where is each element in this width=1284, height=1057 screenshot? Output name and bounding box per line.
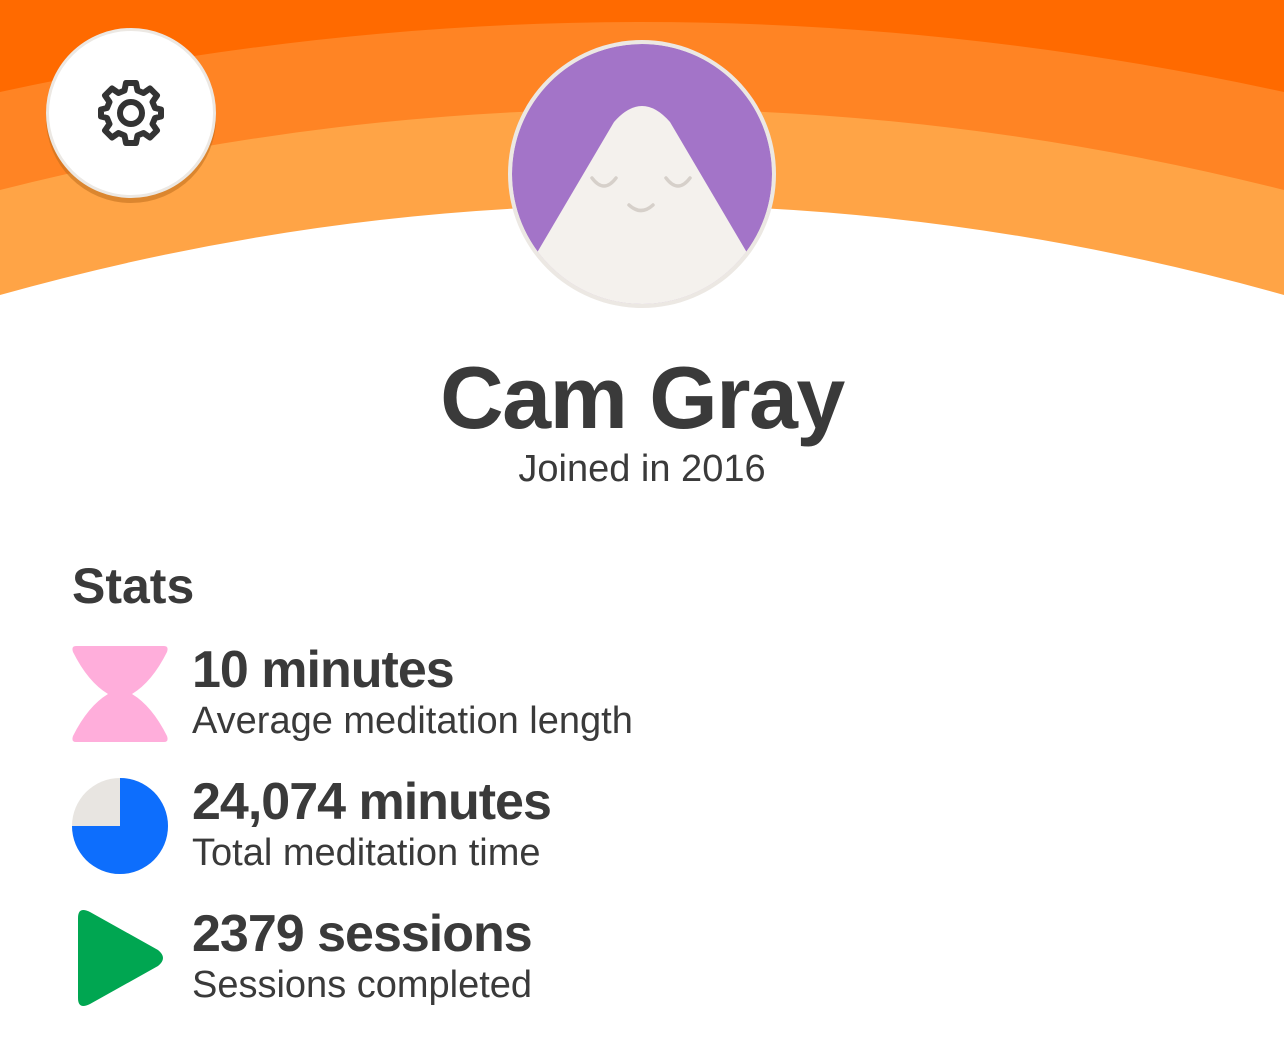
stat-value: 2379 sessions <box>192 905 533 963</box>
gear-icon <box>98 80 164 146</box>
settings-button[interactable] <box>46 28 216 198</box>
stat-label: Sessions completed <box>192 964 533 1006</box>
stat-value: 24,074 minutes <box>192 773 552 831</box>
stat-label: Average meditation length <box>192 700 633 742</box>
join-date: Joined in 2016 <box>518 448 766 490</box>
stat-label: Total meditation time <box>192 832 541 874</box>
avatar[interactable] <box>506 38 778 310</box>
stat-average-length: 10 minutes Average meditation length <box>70 641 1170 754</box>
play-icon <box>78 910 163 1006</box>
stat-total-time: 24,074 minutes Total meditation time <box>70 773 1170 886</box>
stat-sessions: 2379 sessions Sessions completed <box>70 905 1170 1018</box>
pie-clock-icon <box>72 778 168 874</box>
profile-name: Cam Gray <box>440 348 845 447</box>
stats-heading: Stats <box>72 558 195 614</box>
hourglass-icon <box>72 646 168 742</box>
stat-value: 10 minutes <box>192 641 455 699</box>
